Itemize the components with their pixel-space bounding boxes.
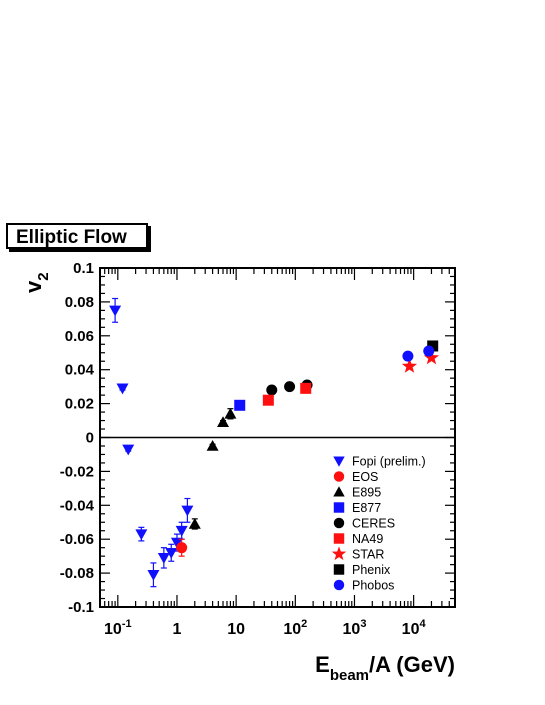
point-e877 [234, 399, 246, 411]
point-fopi-prelim [122, 444, 135, 456]
legend-marker [333, 456, 345, 467]
point-fopi-prelim [109, 305, 122, 317]
point-phenix [427, 340, 439, 352]
y-tick-label: 0 [86, 430, 94, 447]
legend-marker [333, 471, 345, 482]
legend-marker [333, 533, 345, 544]
point-star [401, 358, 418, 373]
point-e895 [217, 416, 230, 428]
y-tick-label: 0.04 [65, 362, 95, 379]
point-star [423, 349, 440, 365]
x-tick-label: 10 [227, 621, 245, 638]
x-tick-label: 1 [173, 621, 182, 638]
legend-label: NA49 [352, 532, 383, 546]
legend: Fopi (prelim.)EOSE895E877CERESNA49STARPh… [331, 455, 426, 593]
y-tick-label: -0.02 [60, 463, 94, 480]
legend-label: STAR [352, 548, 384, 562]
point-fopi-prelim [116, 383, 129, 395]
legend-marker [333, 486, 345, 497]
point-fopi-prelim [147, 569, 160, 581]
point-e895 [206, 439, 219, 451]
legend-marker [331, 546, 347, 561]
point-na49 [262, 394, 274, 406]
y-axis-label: v2 [21, 272, 52, 293]
axis-labels: v2 Ebeam/A (GeV) [21, 272, 455, 684]
x-axis-label: Ebeam/A (GeV) [315, 652, 455, 684]
point-e895 [188, 517, 201, 529]
y-tick-label: -0.08 [60, 565, 94, 582]
y-tick-label: 0.1 [73, 260, 94, 277]
point-phobos [402, 350, 414, 362]
legend-label: Phenix [352, 563, 391, 577]
point-na49 [300, 382, 312, 394]
legend-marker [333, 564, 345, 575]
point-eos [176, 542, 188, 554]
plot-frame [99, 267, 456, 608]
legend-label: CERES [352, 517, 395, 531]
y-tick-label: -0.06 [60, 531, 94, 548]
legend-marker [333, 502, 345, 513]
legend-marker [333, 579, 345, 591]
x-tick-label: 102 [283, 618, 307, 638]
data-points [109, 297, 440, 588]
legend-label: Phobos [352, 579, 394, 593]
legend-marker [333, 517, 345, 529]
point-fopi-prelim [135, 529, 148, 541]
legend-label: Fopi (prelim.) [352, 455, 426, 469]
y-tick-label: -0.1 [68, 599, 94, 616]
point-fopi-prelim [175, 525, 188, 537]
point-fopi-prelim [157, 553, 170, 564]
y-tick-label: 0.08 [65, 294, 94, 311]
legend-label: E895 [352, 486, 381, 500]
point-ceres [284, 381, 296, 393]
x-tick-label: 103 [343, 618, 367, 638]
y-tick-label: -0.04 [60, 497, 95, 514]
point-phobos [423, 345, 435, 357]
point-ceres [266, 384, 278, 396]
point-fopi-prelim [170, 537, 183, 549]
chart-title: Elliptic Flow [6, 223, 148, 249]
axes: -0.1 -0.08 -0.06 -0.04 -0.02 0 0.02 0.04 0.06 0.0… [60, 260, 456, 638]
y-tick-label: 0.06 [65, 328, 94, 345]
point-fopi-prelim [181, 505, 194, 517]
x-tick-label: 10-1 [104, 618, 132, 638]
legend-label: EOS [352, 470, 378, 484]
point-e895 [224, 407, 237, 419]
legend-label: E877 [352, 501, 381, 515]
y-tick-label: 0.02 [65, 396, 94, 413]
x-tick-label: 104 [402, 618, 427, 638]
